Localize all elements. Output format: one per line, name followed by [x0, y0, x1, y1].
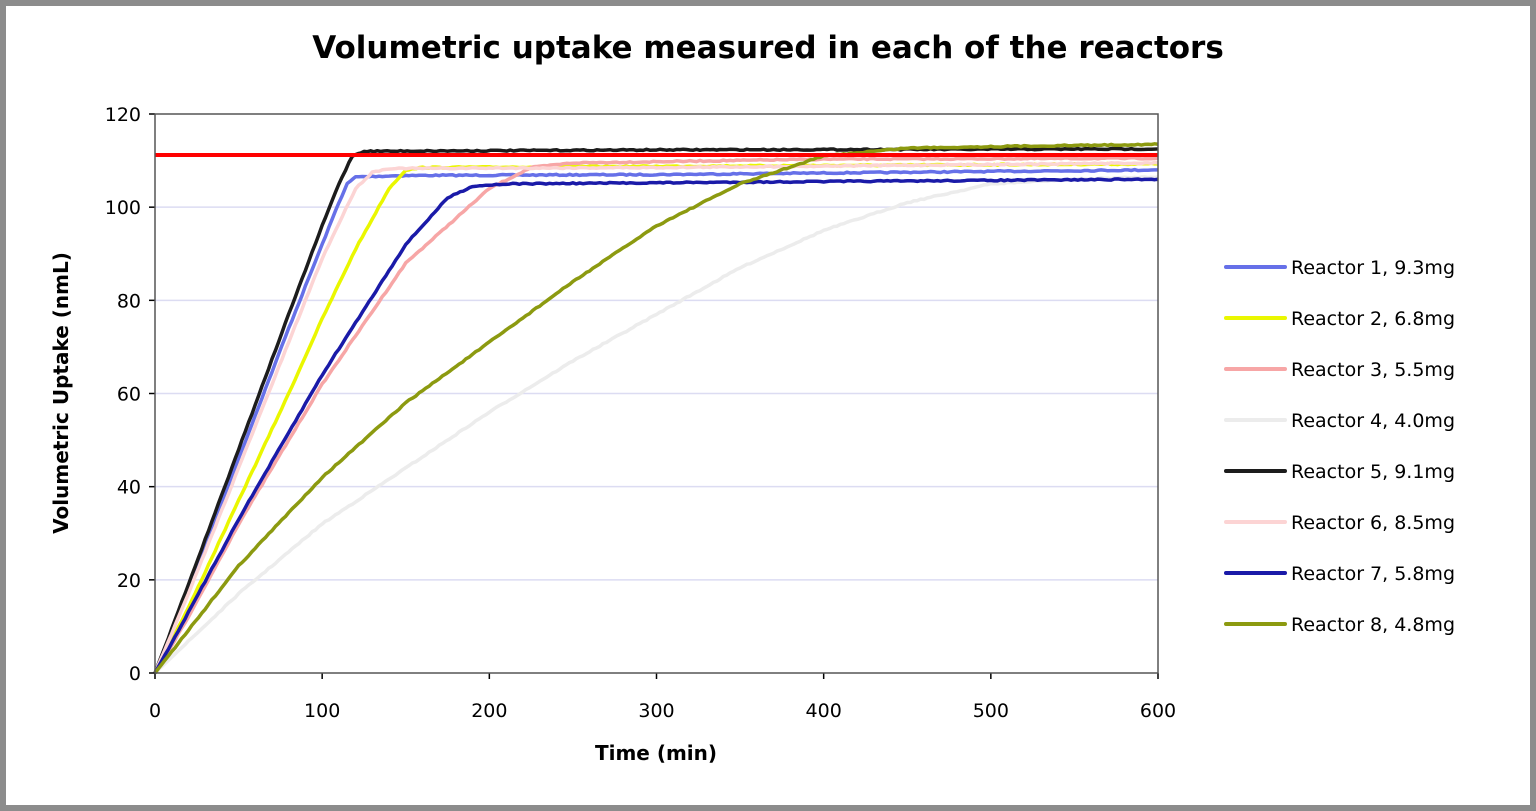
- legend-label-reactor-6: Reactor 6, 8.5mg: [1291, 512, 1455, 534]
- series-line-reactor-5: [153, 146, 1159, 674]
- plot-area-border: [154, 113, 1159, 674]
- legend-label-reactor-8: Reactor 8, 4.8mg: [1291, 614, 1455, 636]
- x-tick-label: 0: [149, 700, 161, 722]
- y-tick-label: 20: [117, 570, 141, 592]
- legend-label-reactor-4: Reactor 4, 4.0mg: [1291, 410, 1455, 432]
- x-tick-label: 100: [304, 700, 340, 722]
- y-axis-label: Volumetric Uptake (nmL): [49, 252, 73, 534]
- series-line-reactor-8: [153, 142, 1159, 675]
- y-tick-label: 40: [117, 477, 141, 499]
- legend-label-reactor-1: Reactor 1, 9.3mg: [1291, 257, 1455, 279]
- legend-label-reactor-3: Reactor 3, 5.5mg: [1291, 359, 1455, 381]
- series-line-reactor-4: [153, 175, 1159, 675]
- series-line-reactor-3: [153, 155, 1159, 674]
- legend-label-reactor-7: Reactor 7, 5.8mg: [1291, 563, 1455, 585]
- x-tick-label: 300: [638, 700, 674, 722]
- legend-label-reactor-5: Reactor 5, 9.1mg: [1291, 461, 1455, 483]
- y-tick-label: 120: [105, 104, 141, 126]
- y-tick-label: 80: [117, 290, 141, 312]
- y-tick-label: 100: [105, 197, 141, 219]
- x-tick-label: 500: [973, 700, 1009, 722]
- x-tick-label: 400: [806, 700, 842, 722]
- x-tick-label: 600: [1140, 700, 1176, 722]
- series-line-reactor-7: [153, 177, 1159, 674]
- y-tick-label: 60: [117, 384, 141, 406]
- series-line-reactor-1: [153, 167, 1158, 674]
- legend-label-reactor-2: Reactor 2, 6.8mg: [1291, 308, 1455, 330]
- series-line-reactor-6: [153, 160, 1159, 674]
- y-tick-label: 0: [129, 663, 141, 685]
- series-line-reactor-2: [153, 161, 1159, 674]
- chart-title: Volumetric uptake measured in each of th…: [312, 30, 1224, 66]
- x-tick-label: 200: [471, 700, 507, 722]
- x-axis-label: Time (min): [595, 741, 717, 765]
